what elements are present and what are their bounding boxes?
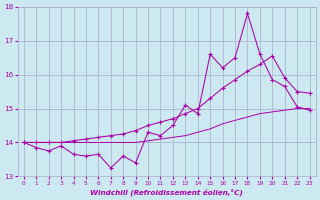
X-axis label: Windchill (Refroidissement éolien,°C): Windchill (Refroidissement éolien,°C): [90, 188, 243, 196]
